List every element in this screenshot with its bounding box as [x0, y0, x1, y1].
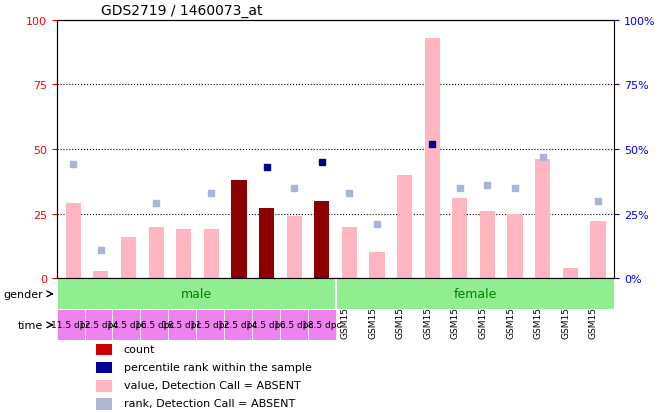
Bar — [259, 209, 274, 279]
Text: male: male — [181, 287, 212, 301]
Bar — [148, 227, 164, 279]
Text: female: female — [453, 287, 497, 301]
Bar — [563, 268, 578, 279]
Bar — [204, 230, 219, 279]
FancyBboxPatch shape — [141, 310, 168, 341]
Bar — [452, 199, 467, 279]
Text: 18.5 dpc: 18.5 dpc — [162, 320, 202, 330]
Text: 11.5 dpc: 11.5 dpc — [190, 320, 230, 330]
Bar — [96, 362, 112, 373]
Bar — [480, 211, 495, 279]
Text: GDS2719 / 1460073_at: GDS2719 / 1460073_at — [102, 4, 263, 18]
FancyBboxPatch shape — [57, 279, 335, 310]
FancyBboxPatch shape — [84, 310, 112, 341]
Bar — [66, 204, 81, 279]
Text: 16.5 dpc: 16.5 dpc — [274, 320, 314, 330]
Text: gender: gender — [3, 289, 43, 299]
Bar — [96, 398, 112, 410]
FancyBboxPatch shape — [335, 279, 614, 310]
Bar — [397, 176, 412, 279]
Bar — [232, 180, 247, 279]
FancyBboxPatch shape — [57, 310, 84, 341]
Bar — [370, 253, 385, 279]
Text: rank, Detection Call = ABSENT: rank, Detection Call = ABSENT — [123, 398, 295, 408]
Bar — [342, 227, 357, 279]
Bar — [286, 217, 302, 279]
Bar — [590, 222, 605, 279]
Text: 11.5 dpc: 11.5 dpc — [51, 320, 90, 330]
FancyBboxPatch shape — [168, 310, 196, 341]
Bar — [424, 38, 440, 279]
FancyBboxPatch shape — [252, 310, 280, 341]
Bar — [93, 271, 108, 279]
Bar — [535, 160, 550, 279]
Bar — [508, 214, 523, 279]
FancyBboxPatch shape — [280, 310, 308, 341]
Bar — [314, 201, 329, 279]
Text: 16.5 dpc: 16.5 dpc — [135, 320, 174, 330]
Text: time: time — [18, 320, 43, 330]
Text: percentile rank within the sample: percentile rank within the sample — [123, 362, 312, 372]
Text: 18.5 dpc: 18.5 dpc — [302, 320, 341, 330]
Bar — [96, 380, 112, 392]
FancyBboxPatch shape — [196, 310, 224, 341]
FancyBboxPatch shape — [112, 310, 141, 341]
Text: 14.5 dpc: 14.5 dpc — [246, 320, 286, 330]
Text: 12.5 dpc: 12.5 dpc — [79, 320, 118, 330]
Text: 12.5 dpc: 12.5 dpc — [218, 320, 257, 330]
Bar — [96, 344, 112, 356]
FancyBboxPatch shape — [308, 310, 335, 341]
Text: count: count — [123, 344, 155, 354]
Bar — [176, 230, 191, 279]
FancyBboxPatch shape — [224, 310, 252, 341]
Text: 14.5 dpc: 14.5 dpc — [107, 320, 146, 330]
Bar — [121, 237, 136, 279]
Text: value, Detection Call = ABSENT: value, Detection Call = ABSENT — [123, 380, 300, 390]
